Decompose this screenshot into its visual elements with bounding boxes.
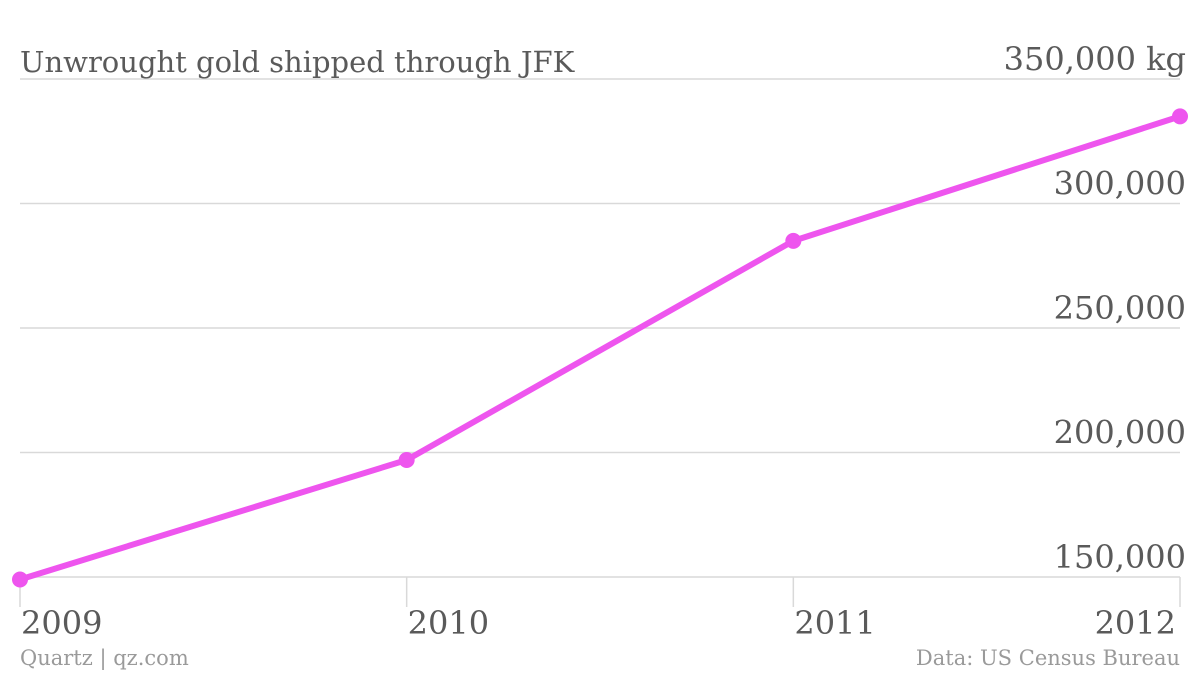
data-point-2011 xyxy=(785,232,802,249)
data-point-2009 xyxy=(12,571,28,588)
y-axis-tick-labels: 150,000 200,000 250,000 300,000 350,000 kg xyxy=(1004,40,1186,576)
source-credit: Quartz | qz.com xyxy=(20,646,189,670)
x-tick-label: 2010 xyxy=(408,604,489,642)
x-axis: 2009 2010 2011 2012 xyxy=(19,577,1181,642)
x-tick-label: 2012 xyxy=(1095,604,1176,642)
x-tick-label: 2011 xyxy=(794,604,875,642)
data-point-2010 xyxy=(398,451,415,468)
grid-lines xyxy=(20,78,1180,578)
y-tick-label: 200,000 xyxy=(1054,414,1186,452)
y-tick-label: 250,000 xyxy=(1054,289,1186,327)
data-point-2012 xyxy=(1172,108,1188,125)
series-points xyxy=(12,108,1188,588)
x-tick-label: 2009 xyxy=(21,604,102,642)
chart-title: Unwrought gold shipped through JFK xyxy=(20,45,576,79)
series-line xyxy=(17,113,1183,583)
y-tick-label: 150,000 xyxy=(1054,538,1186,576)
y-tick-label: 350,000 kg xyxy=(1004,40,1186,78)
y-tick-label: 300,000 xyxy=(1054,165,1186,203)
data-source: Data: US Census Bureau xyxy=(915,646,1180,670)
